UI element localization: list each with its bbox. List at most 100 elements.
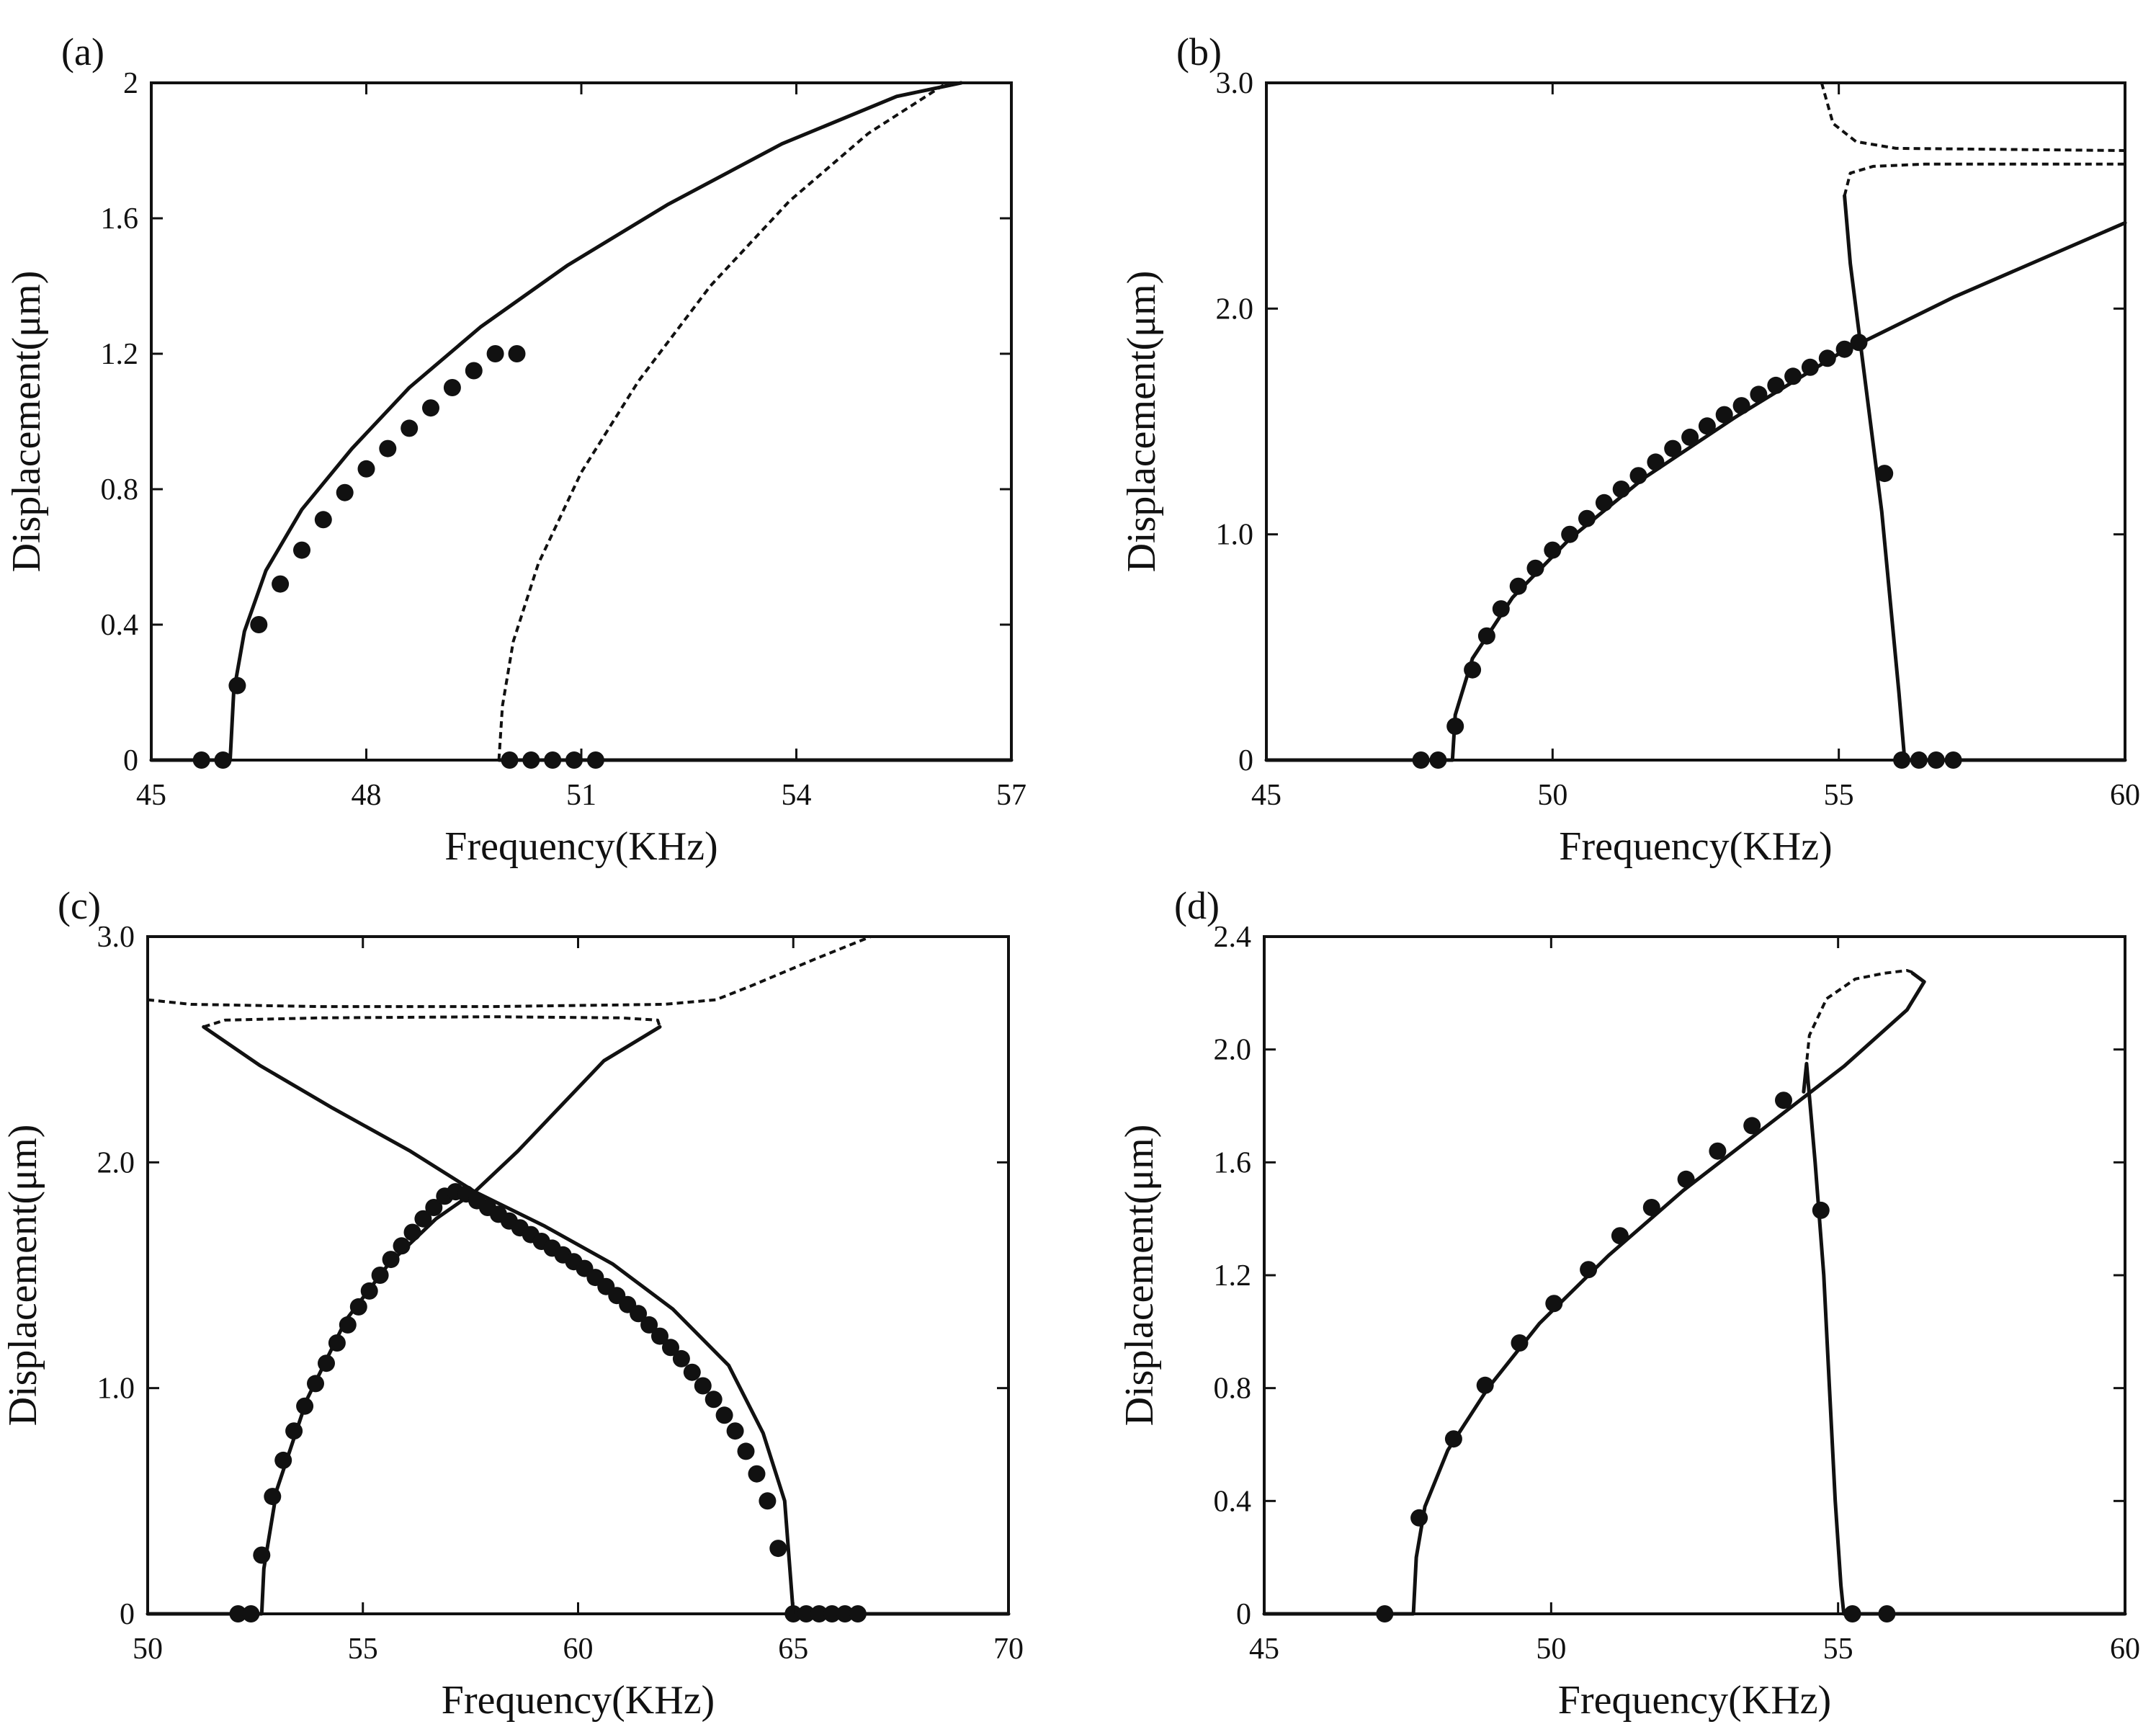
data-point — [651, 1327, 668, 1345]
series-line-dashed-2 — [1820, 82, 2126, 152]
x-tick-label: 45 — [136, 779, 166, 812]
data-point — [694, 1377, 712, 1395]
data-point — [401, 419, 419, 437]
y-axis-label: Displacement(μm) — [1, 1125, 45, 1427]
x-tick-label: 55 — [1824, 779, 1854, 812]
data-point — [360, 1282, 378, 1300]
x-tick-label: 60 — [2110, 779, 2140, 812]
series-line-dashed-1 — [497, 81, 948, 761]
series-line-solid-0 — [146, 1025, 662, 1616]
x-tick-label: 50 — [1536, 1633, 1566, 1666]
y-tick-label: 3.0 — [97, 921, 135, 954]
y-tick-label: 3.0 — [1216, 67, 1254, 100]
data-point — [1775, 1092, 1792, 1110]
data-point — [349, 1298, 367, 1316]
x-axis-label: Frequency(KHz) — [442, 1678, 715, 1723]
panel-a: (a) 45 48 51 54 57 0 0.4 0.8 1.2 1.6 2 Frequency(KHz… — [4, 30, 1026, 869]
data-point — [414, 1210, 432, 1228]
panel-label: (b) — [1176, 30, 1222, 73]
panel-label: (c) — [58, 884, 101, 927]
plot-frame — [150, 81, 1013, 762]
y-tick-label: 0.8 — [101, 473, 139, 506]
data-point — [672, 1349, 690, 1367]
data-point — [1642, 1199, 1660, 1216]
data-point — [1544, 541, 1562, 559]
data-point — [425, 1199, 443, 1216]
data-point — [1444, 1430, 1462, 1448]
data-point — [274, 1451, 292, 1469]
x-tick-label: 70 — [993, 1633, 1024, 1666]
data-point — [1511, 1334, 1529, 1352]
series-line-solid-1 — [1843, 194, 2127, 762]
data-point — [1818, 349, 1836, 367]
y-tick-label: 0 — [120, 1598, 135, 1631]
y-tick-label: 1.2 — [1214, 1259, 1252, 1293]
data-point — [1611, 1227, 1629, 1245]
panel-d: (d) 45 50 55 60 0 0.4 0.8 1.2 1.6 2.0 2.4 Frequency(… — [1117, 884, 2140, 1723]
data-point — [1698, 417, 1716, 435]
data-point — [1612, 481, 1630, 498]
y-tick-label: 2.4 — [1214, 921, 1252, 954]
data-point — [250, 616, 268, 633]
y-tick-label: 1.2 — [101, 338, 139, 371]
data-point — [1595, 494, 1613, 512]
data-point — [393, 1237, 411, 1255]
data-point — [296, 1397, 314, 1415]
data-point — [1743, 1117, 1761, 1135]
x-tick-label: 54 — [782, 779, 812, 812]
data-point — [1410, 1509, 1428, 1527]
data-point — [318, 1354, 335, 1372]
data-point — [1561, 525, 1579, 543]
data-point — [630, 1305, 648, 1323]
series-line-dashed-3 — [147, 935, 872, 1009]
panel-b: (b) 45 50 55 60 0 1.0 2.0 3.0 Frequency(KHz) Displ… — [1119, 30, 2140, 869]
data-point — [422, 399, 439, 417]
x-tick-label: 55 — [1823, 1633, 1853, 1666]
y-tick-label: 2.0 — [97, 1146, 135, 1179]
data-point — [1464, 661, 1482, 679]
y-tick-label: 2 — [123, 67, 138, 100]
data-point — [336, 483, 354, 501]
data-point — [715, 1406, 733, 1424]
y-tick-label: 0.4 — [1214, 1485, 1252, 1518]
x-axis-label: Frequency(KHz) — [1558, 1678, 1831, 1723]
data-point — [1850, 334, 1868, 352]
plot-frame — [1265, 81, 2126, 762]
y-tick-label: 2.0 — [1214, 1034, 1252, 1067]
x-tick-label: 51 — [566, 779, 596, 812]
data-point — [1835, 340, 1853, 358]
y-axis-label: Displacement(μm) — [1117, 1125, 1162, 1427]
data-point — [769, 1540, 787, 1558]
y-axis-label: Displacement(μm) — [1119, 271, 1164, 573]
data-point — [1477, 627, 1495, 645]
data-point — [339, 1316, 357, 1334]
data-point — [443, 379, 461, 396]
series-line-solid-0 — [1264, 220, 2127, 762]
data-point — [465, 362, 483, 380]
data-point — [486, 345, 504, 362]
x-axis-label: Frequency(KHz) — [1559, 824, 1832, 869]
data-point — [1664, 439, 1682, 457]
x-axis-label: Frequency(KHz) — [444, 824, 717, 869]
data-point — [683, 1363, 701, 1381]
y-tick-label: 2.0 — [1216, 293, 1254, 326]
series-line-dashed-2 — [1802, 969, 1916, 1092]
data-point — [1446, 718, 1464, 735]
series-line-solid-0 — [1262, 971, 1926, 1616]
data-point — [272, 575, 290, 593]
panel-label: (d) — [1174, 884, 1220, 927]
data-point — [228, 677, 246, 695]
y-tick-label: 1.0 — [1216, 519, 1254, 552]
data-point — [662, 1339, 679, 1357]
plot-frame — [1263, 935, 2126, 1615]
data-point — [1509, 577, 1527, 595]
data-point — [737, 1442, 755, 1460]
data-point — [726, 1422, 744, 1440]
data-point — [328, 1334, 346, 1352]
y-tick-label: 0 — [1238, 744, 1253, 777]
data-point — [1492, 600, 1510, 618]
y-tick-label: 0.8 — [1214, 1372, 1252, 1406]
x-tick-label: 57 — [996, 779, 1026, 812]
data-point — [1677, 1170, 1695, 1188]
data-point — [1476, 1376, 1494, 1394]
